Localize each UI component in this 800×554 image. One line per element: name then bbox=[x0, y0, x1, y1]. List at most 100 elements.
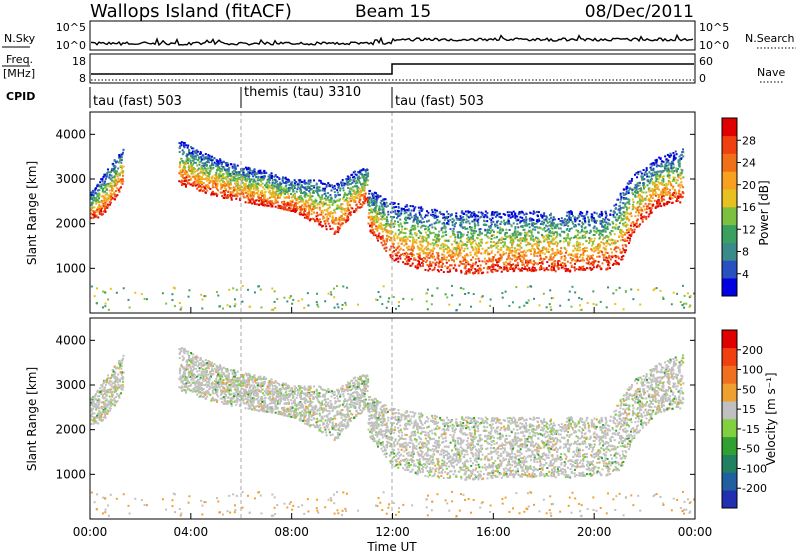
echo-point bbox=[320, 181, 323, 184]
echo-point bbox=[421, 240, 424, 243]
echo-point bbox=[247, 171, 250, 174]
echo-point bbox=[671, 197, 674, 200]
echo-point bbox=[550, 248, 553, 251]
echo-point bbox=[524, 251, 527, 254]
echo-point bbox=[525, 212, 528, 215]
echo-point bbox=[299, 209, 302, 212]
echo-point bbox=[291, 199, 294, 202]
echo-point bbox=[620, 255, 623, 258]
echo-point bbox=[360, 169, 363, 172]
echo-point bbox=[430, 264, 433, 267]
echo-point bbox=[455, 212, 458, 215]
echo-point bbox=[460, 262, 463, 265]
echo-point bbox=[507, 218, 510, 221]
echo-point bbox=[350, 199, 353, 202]
echo-point bbox=[417, 255, 420, 258]
echo-point bbox=[354, 182, 357, 185]
echo-point bbox=[376, 194, 379, 197]
echo-point bbox=[493, 236, 496, 239]
echo-point bbox=[546, 221, 549, 224]
echo-point bbox=[340, 206, 343, 209]
echo-point bbox=[197, 184, 200, 187]
echo-point bbox=[575, 229, 578, 232]
echo-point bbox=[287, 179, 290, 182]
echo-point bbox=[610, 248, 613, 251]
echo-point bbox=[201, 171, 204, 174]
echo-point bbox=[179, 171, 182, 174]
echo-point bbox=[526, 238, 529, 241]
echo-point bbox=[525, 219, 528, 222]
echo-point bbox=[116, 194, 119, 197]
echo-point bbox=[347, 213, 350, 216]
echo-point bbox=[556, 234, 559, 237]
echo-point bbox=[512, 263, 515, 266]
echo-point bbox=[251, 191, 254, 194]
echo-point bbox=[319, 223, 322, 226]
echo-point bbox=[582, 269, 585, 272]
echo-point bbox=[224, 183, 227, 186]
echo-point bbox=[503, 241, 506, 244]
echo-point bbox=[292, 208, 295, 211]
echo-point bbox=[419, 226, 422, 229]
echo-point bbox=[663, 165, 666, 168]
echo-point bbox=[595, 227, 598, 230]
echo-point bbox=[624, 205, 627, 208]
echo-point bbox=[582, 217, 585, 220]
echo-point bbox=[392, 222, 395, 225]
echo-point bbox=[556, 223, 559, 226]
echo-point bbox=[259, 197, 262, 200]
echo-point bbox=[528, 267, 531, 270]
echo-point bbox=[487, 228, 490, 231]
echo-point bbox=[403, 209, 406, 212]
echo-point bbox=[529, 229, 532, 232]
echo-point bbox=[220, 162, 223, 165]
echo-point bbox=[421, 224, 424, 227]
echo-point bbox=[190, 166, 193, 169]
echo-point bbox=[662, 189, 665, 192]
echo-point bbox=[300, 192, 303, 195]
echo-point bbox=[561, 265, 564, 268]
echo-point bbox=[661, 195, 664, 198]
echo-point bbox=[308, 209, 311, 212]
echo-point bbox=[621, 222, 624, 225]
echo-point bbox=[560, 252, 563, 255]
echo-point bbox=[404, 219, 407, 222]
echo-point bbox=[348, 176, 351, 179]
echo-point bbox=[681, 190, 684, 193]
echo-point bbox=[362, 176, 365, 179]
echo-point bbox=[263, 204, 266, 207]
echo-point bbox=[677, 164, 680, 167]
echo-point bbox=[490, 258, 493, 261]
echo-point bbox=[264, 200, 267, 203]
echo-point bbox=[616, 198, 619, 201]
echo-point bbox=[204, 191, 207, 194]
echo-point bbox=[467, 269, 470, 272]
echo-point bbox=[202, 171, 205, 174]
echo-point bbox=[610, 239, 613, 242]
echo-point bbox=[184, 179, 187, 182]
echo-point bbox=[260, 180, 263, 183]
echo-point bbox=[409, 252, 412, 255]
echo-point bbox=[378, 205, 381, 208]
echo-point bbox=[398, 237, 401, 240]
echo-point bbox=[394, 212, 397, 215]
echo-point bbox=[185, 176, 188, 179]
echo-point bbox=[337, 186, 340, 189]
echo-point bbox=[349, 206, 352, 209]
echo-point bbox=[355, 208, 358, 211]
echo-point bbox=[185, 160, 188, 163]
echo-point bbox=[634, 194, 637, 197]
echo-point bbox=[509, 237, 512, 240]
echo-point bbox=[650, 211, 653, 214]
echo-point bbox=[445, 244, 448, 247]
echo-point bbox=[113, 183, 116, 186]
echo-point bbox=[541, 252, 544, 255]
echo-point bbox=[590, 255, 593, 258]
echo-point bbox=[500, 258, 503, 261]
echo-point bbox=[422, 262, 425, 265]
echo-point bbox=[195, 169, 198, 172]
echo-point bbox=[349, 192, 352, 195]
echo-point bbox=[215, 173, 218, 176]
echo-point bbox=[402, 231, 405, 234]
echo-point bbox=[199, 152, 202, 155]
